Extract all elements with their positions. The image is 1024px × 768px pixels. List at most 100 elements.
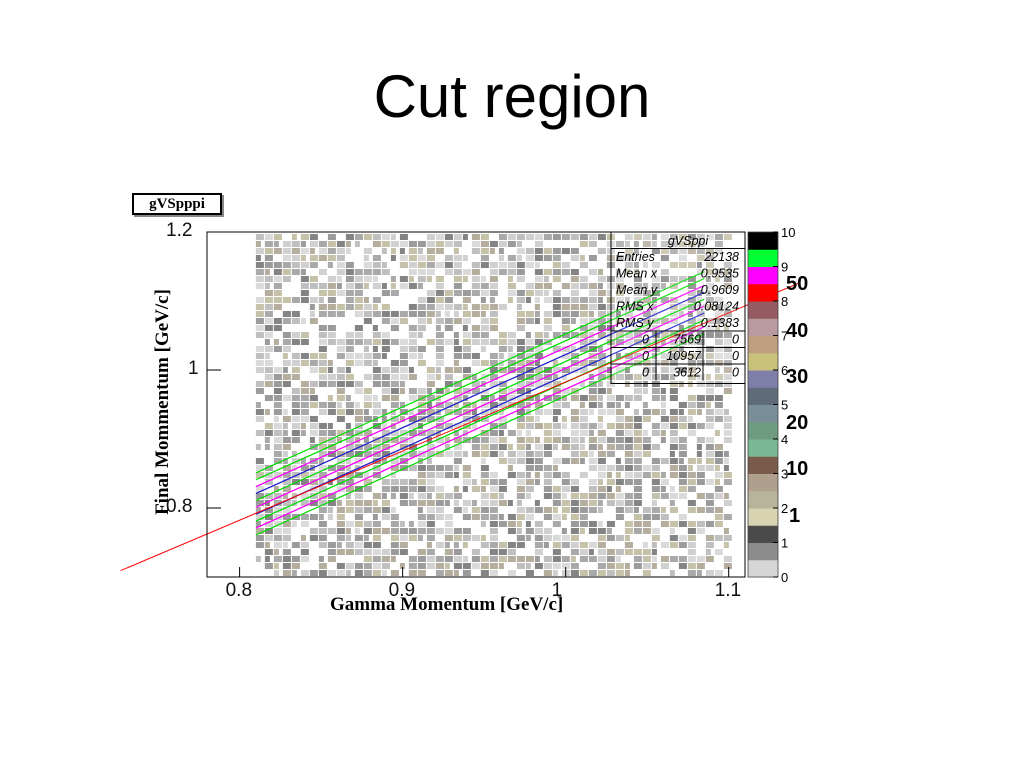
density-cell [462, 297, 471, 303]
density-cell [507, 542, 516, 548]
stats-grid-cell: 0 [732, 333, 739, 347]
density-cell [498, 409, 504, 415]
density-cell [534, 521, 543, 527]
density-cell [597, 451, 606, 457]
density-cell [381, 563, 390, 569]
density-cell [435, 465, 444, 471]
density-cell [633, 248, 639, 254]
stats-grid-cell: 0 [732, 366, 739, 380]
density-cell [291, 262, 300, 268]
density-cell [372, 311, 381, 317]
density-cell [597, 304, 606, 310]
density-cell [372, 297, 381, 303]
density-cell [282, 360, 291, 366]
density-cell [615, 374, 624, 380]
density-cell [498, 339, 507, 345]
density-cell [444, 528, 453, 534]
density-cell [345, 479, 354, 485]
density-cell [516, 381, 525, 387]
density-cell [300, 255, 306, 261]
density-cell [552, 290, 561, 296]
density-cell [615, 283, 624, 289]
density-cell [390, 255, 396, 261]
density-cell [453, 311, 459, 317]
density-cell [381, 549, 390, 555]
density-cell [282, 507, 291, 513]
density-cell [615, 423, 624, 429]
density-cell [714, 416, 723, 422]
density-cell [633, 437, 642, 443]
density-cell [372, 339, 381, 345]
density-cell [264, 507, 273, 513]
density-cell [687, 521, 696, 527]
density-cell [624, 423, 633, 429]
density-cell [723, 388, 732, 394]
density-cell [300, 416, 309, 422]
density-cell [705, 325, 714, 331]
density-cell [498, 255, 504, 261]
density-cell [651, 556, 657, 562]
cut-line [255, 319, 705, 522]
density-cell [543, 514, 552, 520]
density-cell [309, 234, 318, 240]
stats-value: 0.9609 [701, 283, 739, 297]
density-cell [435, 276, 444, 282]
density-cell [615, 549, 624, 555]
density-cell [525, 332, 531, 338]
density-cell [570, 367, 579, 373]
density-cell [642, 374, 651, 380]
density-cell [264, 353, 270, 359]
density-cell [318, 381, 327, 387]
density-cell [345, 437, 354, 443]
density-cell [543, 493, 552, 499]
density-cell [291, 465, 297, 471]
density-cell [309, 283, 318, 289]
density-cell [669, 500, 675, 506]
density-cell [345, 234, 354, 240]
density-cell [624, 360, 633, 366]
density-cell [453, 458, 462, 464]
density-cell [633, 528, 642, 534]
density-cell [327, 283, 336, 289]
density-cell [444, 444, 450, 450]
density-cell [417, 360, 426, 366]
density-cell [534, 262, 540, 268]
density-cell [273, 521, 282, 527]
density-cell [597, 283, 603, 289]
density-cell [705, 353, 714, 359]
density-cell [462, 514, 471, 520]
y-tick-label: 1.2 [166, 220, 193, 241]
density-cell [489, 451, 498, 457]
density-cell [651, 479, 660, 485]
density-cell [336, 381, 345, 387]
density-cell [561, 563, 570, 569]
density-cell [543, 451, 552, 457]
density-cell [579, 395, 588, 401]
density-cell [345, 430, 354, 436]
density-cell [642, 283, 648, 289]
density-cell [525, 402, 531, 408]
density-cell [363, 486, 372, 492]
density-cell [516, 507, 525, 513]
density-cell [408, 416, 417, 422]
density-cell [480, 283, 489, 289]
density-cell [579, 542, 588, 548]
density-cell [462, 479, 471, 485]
density-cell [669, 339, 678, 345]
density-cell [597, 444, 603, 450]
density-cell [282, 486, 291, 492]
density-cell [669, 444, 678, 450]
density-cell [273, 381, 282, 387]
density-cell [309, 367, 318, 373]
density-cell [597, 325, 606, 331]
density-cell [696, 374, 705, 380]
density-cell [381, 430, 390, 436]
density-cell [525, 339, 534, 345]
density-cell [399, 451, 408, 457]
density-cell [417, 325, 426, 331]
density-cell [291, 521, 297, 527]
density-cell [372, 374, 381, 380]
density-cell [336, 304, 345, 310]
density-cell [678, 339, 687, 345]
density-cell [525, 248, 534, 254]
